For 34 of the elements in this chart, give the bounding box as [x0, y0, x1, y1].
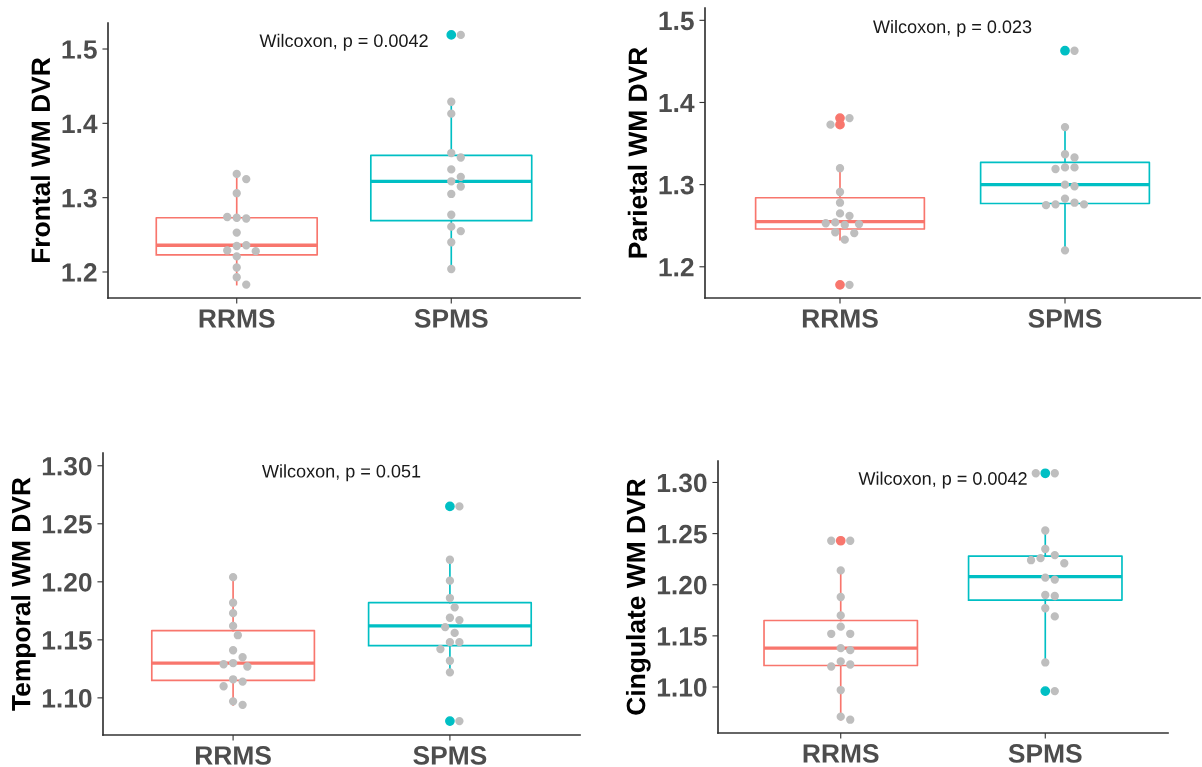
annotation: Wilcoxon, p = 0.0042	[259, 33, 428, 51]
y-tick-label: 1.30	[42, 456, 92, 476]
y-tick-label: 1.4	[62, 114, 98, 133]
y-axis-title: Temporal WM DVR	[11, 477, 36, 711]
y-tick-label: 1.20	[42, 572, 92, 592]
x-tick-label: RRMS	[196, 746, 271, 765]
y-tick-label: 1.2	[659, 257, 694, 277]
x-tick-label: SPMS	[1028, 309, 1102, 328]
y-tick-label: 1.4	[659, 93, 695, 113]
x-tick-label: SPMS	[413, 746, 487, 765]
y-tick-label: 1.15	[657, 627, 707, 646]
x-tick-label: SPMS	[1008, 744, 1082, 763]
y-tick-label: 1.3	[62, 188, 97, 208]
x-tick-label: RRMS	[803, 744, 879, 763]
y-axis-title: Frontal WM DVR	[30, 57, 51, 263]
y-tick-label: 1.3	[659, 175, 694, 195]
y-tick-label: 1.5	[659, 11, 694, 31]
x-tick-label: SPMS	[414, 309, 488, 328]
y-axis-title: Cingulate WM DVR	[625, 478, 651, 715]
y-tick-label: 1.15	[42, 631, 92, 650]
x-tick-label: RRMS	[802, 309, 878, 328]
y-tick-label: 1.10	[42, 689, 92, 708]
y-tick-label: 1.30	[657, 473, 707, 493]
y-tick-label: 1.5	[62, 40, 97, 59]
y-tick-label: 1.10	[657, 678, 707, 697]
annotation: Wilcoxon, p = 0.023	[873, 19, 1032, 37]
y-tick-label: 1.25	[42, 514, 92, 534]
y-tick-label: 1.2	[62, 263, 97, 282]
annotation: Wilcoxon, p = 0.0042	[858, 471, 1027, 489]
y-tick-label: 1.25	[657, 524, 707, 544]
y-axis-title: Parietal WM DVR	[627, 47, 648, 258]
x-tick-label: RRMS	[199, 309, 275, 328]
annotation: Wilcoxon, p = 0.051	[262, 464, 421, 482]
y-tick-label: 1.20	[657, 575, 707, 595]
